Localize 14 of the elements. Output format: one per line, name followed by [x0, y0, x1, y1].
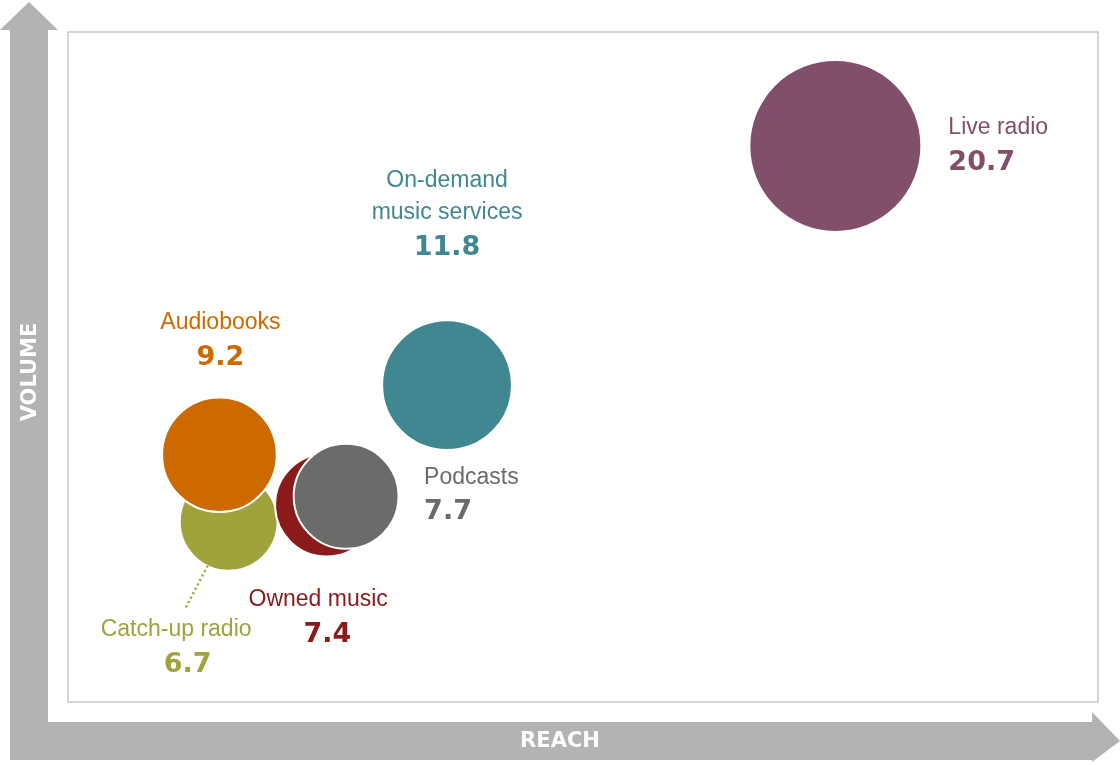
- category-label: Live radio: [948, 113, 1049, 140]
- data-label: 7.4: [303, 617, 352, 649]
- data-label: 11.8: [413, 230, 481, 262]
- text: REACH: [519, 728, 601, 752]
- category-label: Owned music: [248, 585, 388, 612]
- text: VOLUME: [17, 322, 41, 422]
- category-label: On-demand music services: [371, 166, 523, 225]
- data-label: 7.7: [424, 494, 472, 526]
- category-label: Audiobooks: [160, 308, 281, 335]
- data-label: 20.7: [948, 144, 1015, 176]
- category-label: Catch-up radio: [100, 615, 252, 642]
- data-label: 9.2: [196, 339, 245, 371]
- data-label: 6.7: [163, 646, 212, 678]
- category-label: Podcasts: [424, 462, 519, 489]
